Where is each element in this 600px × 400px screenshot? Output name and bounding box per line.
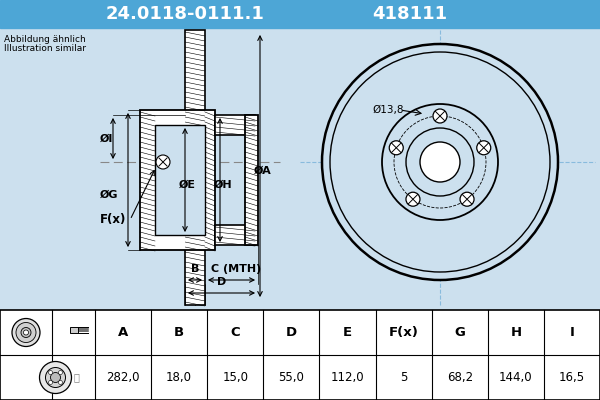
Text: C (MTH): C (MTH) <box>211 264 262 274</box>
Text: 144,0: 144,0 <box>499 371 533 384</box>
Text: 15,0: 15,0 <box>222 371 248 384</box>
Text: Abbildung ähnlich: Abbildung ähnlich <box>4 35 86 44</box>
Bar <box>0 28 600 310</box>
Text: 5: 5 <box>400 371 407 384</box>
Text: D: D <box>286 326 297 339</box>
Bar <box>0 310 600 400</box>
Circle shape <box>433 109 447 123</box>
Circle shape <box>58 370 62 374</box>
Bar <box>0 0 600 28</box>
Text: ØA: ØA <box>254 166 272 176</box>
Text: 18,0: 18,0 <box>166 371 192 384</box>
Bar <box>215 115 255 135</box>
Circle shape <box>322 44 558 280</box>
Circle shape <box>49 370 53 374</box>
Text: ØI: ØI <box>100 134 113 144</box>
Text: F(x): F(x) <box>389 326 419 339</box>
Text: ØG: ØG <box>100 190 119 200</box>
Bar <box>140 110 215 250</box>
Bar <box>185 30 205 305</box>
Circle shape <box>382 104 498 220</box>
Text: ØE: ØE <box>179 180 196 190</box>
Bar <box>245 115 258 245</box>
Text: G: G <box>454 326 465 339</box>
Text: 282,0: 282,0 <box>106 371 140 384</box>
Circle shape <box>406 128 474 196</box>
Text: E: E <box>343 326 352 339</box>
Text: F(x): F(x) <box>100 214 127 226</box>
Text: Ø13,8: Ø13,8 <box>372 105 404 115</box>
Circle shape <box>389 141 403 155</box>
Text: 55,0: 55,0 <box>278 371 304 384</box>
Circle shape <box>23 330 29 335</box>
Circle shape <box>40 362 71 394</box>
Text: 418111: 418111 <box>373 5 448 23</box>
Circle shape <box>406 192 420 206</box>
Text: A: A <box>118 326 128 339</box>
Bar <box>215 225 255 245</box>
Text: B: B <box>174 326 184 339</box>
Text: B: B <box>191 264 199 274</box>
Text: ØH: ØH <box>214 180 233 190</box>
Text: 24.0118-0111.1: 24.0118-0111.1 <box>106 5 265 23</box>
Text: Ate: Ate <box>381 206 459 248</box>
Circle shape <box>156 155 170 169</box>
Circle shape <box>477 141 491 155</box>
Text: H: H <box>510 326 521 339</box>
Text: D: D <box>217 277 226 287</box>
Circle shape <box>50 372 61 382</box>
Text: 68,2: 68,2 <box>446 371 473 384</box>
Text: C: C <box>230 326 240 339</box>
Text: 112,0: 112,0 <box>331 371 364 384</box>
Circle shape <box>46 368 65 388</box>
Circle shape <box>12 318 40 346</box>
Circle shape <box>420 142 460 182</box>
Bar <box>70 326 77 332</box>
Circle shape <box>16 322 36 342</box>
Circle shape <box>21 328 31 338</box>
Text: 🔩: 🔩 <box>74 372 79 382</box>
Text: Illustration similar: Illustration similar <box>4 44 86 53</box>
Circle shape <box>460 192 474 206</box>
Circle shape <box>58 380 62 384</box>
Circle shape <box>49 380 53 384</box>
Text: I: I <box>569 326 574 339</box>
Bar <box>155 125 205 235</box>
Text: 16,5: 16,5 <box>559 371 585 384</box>
